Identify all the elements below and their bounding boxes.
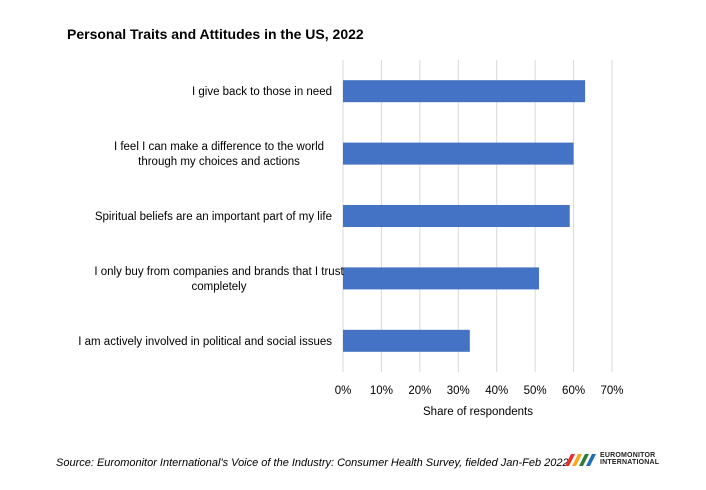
- bar: [343, 329, 470, 352]
- x-axis-title: Share of respondents: [423, 406, 533, 418]
- bar: [343, 267, 539, 290]
- x-tick-label: 20%: [408, 385, 431, 397]
- category-labels: I give back to those in need I feel I can…: [78, 86, 344, 348]
- category-label: I am actively involved in political and …: [78, 336, 332, 348]
- x-tick-label: 70%: [600, 385, 623, 397]
- x-tick-label: 30%: [447, 385, 470, 397]
- euromonitor-logo: EUROMONITOR INTERNATIONAL: [565, 452, 659, 466]
- bar: [343, 80, 586, 103]
- x-axis-ticks: 0% 10% 20% 30% 40% 50% 60% 70%: [335, 385, 624, 397]
- x-tick-label: 50%: [524, 385, 547, 397]
- bar: [343, 142, 574, 165]
- bars: [343, 80, 586, 352]
- category-label: through my choices and actions: [138, 156, 300, 168]
- category-label: Spiritual beliefs are an important part …: [95, 211, 332, 223]
- x-tick-label: 40%: [485, 385, 508, 397]
- x-tick-label: 0%: [335, 385, 352, 397]
- logo-line-2: INTERNATIONAL: [600, 459, 660, 466]
- euromonitor-logo-icon: [565, 454, 596, 466]
- category-label: completely: [192, 281, 247, 293]
- category-label: I give back to those in need: [192, 86, 332, 98]
- category-label: I only buy from companies and brands tha…: [94, 266, 344, 278]
- bar: [343, 205, 570, 227]
- bar-chart: I give back to those in need I feel I can…: [78, 60, 624, 418]
- category-label: I feel I can make a difference to the wo…: [114, 141, 324, 153]
- source-note: Source: Euromonitor International's Voic…: [56, 457, 569, 469]
- x-tick-label: 60%: [562, 385, 585, 397]
- chart-title: Personal Traits and Attitudes in the US,…: [67, 26, 364, 42]
- x-tick-label: 10%: [370, 385, 393, 397]
- logo-line-1: EUROMONITOR: [600, 452, 656, 459]
